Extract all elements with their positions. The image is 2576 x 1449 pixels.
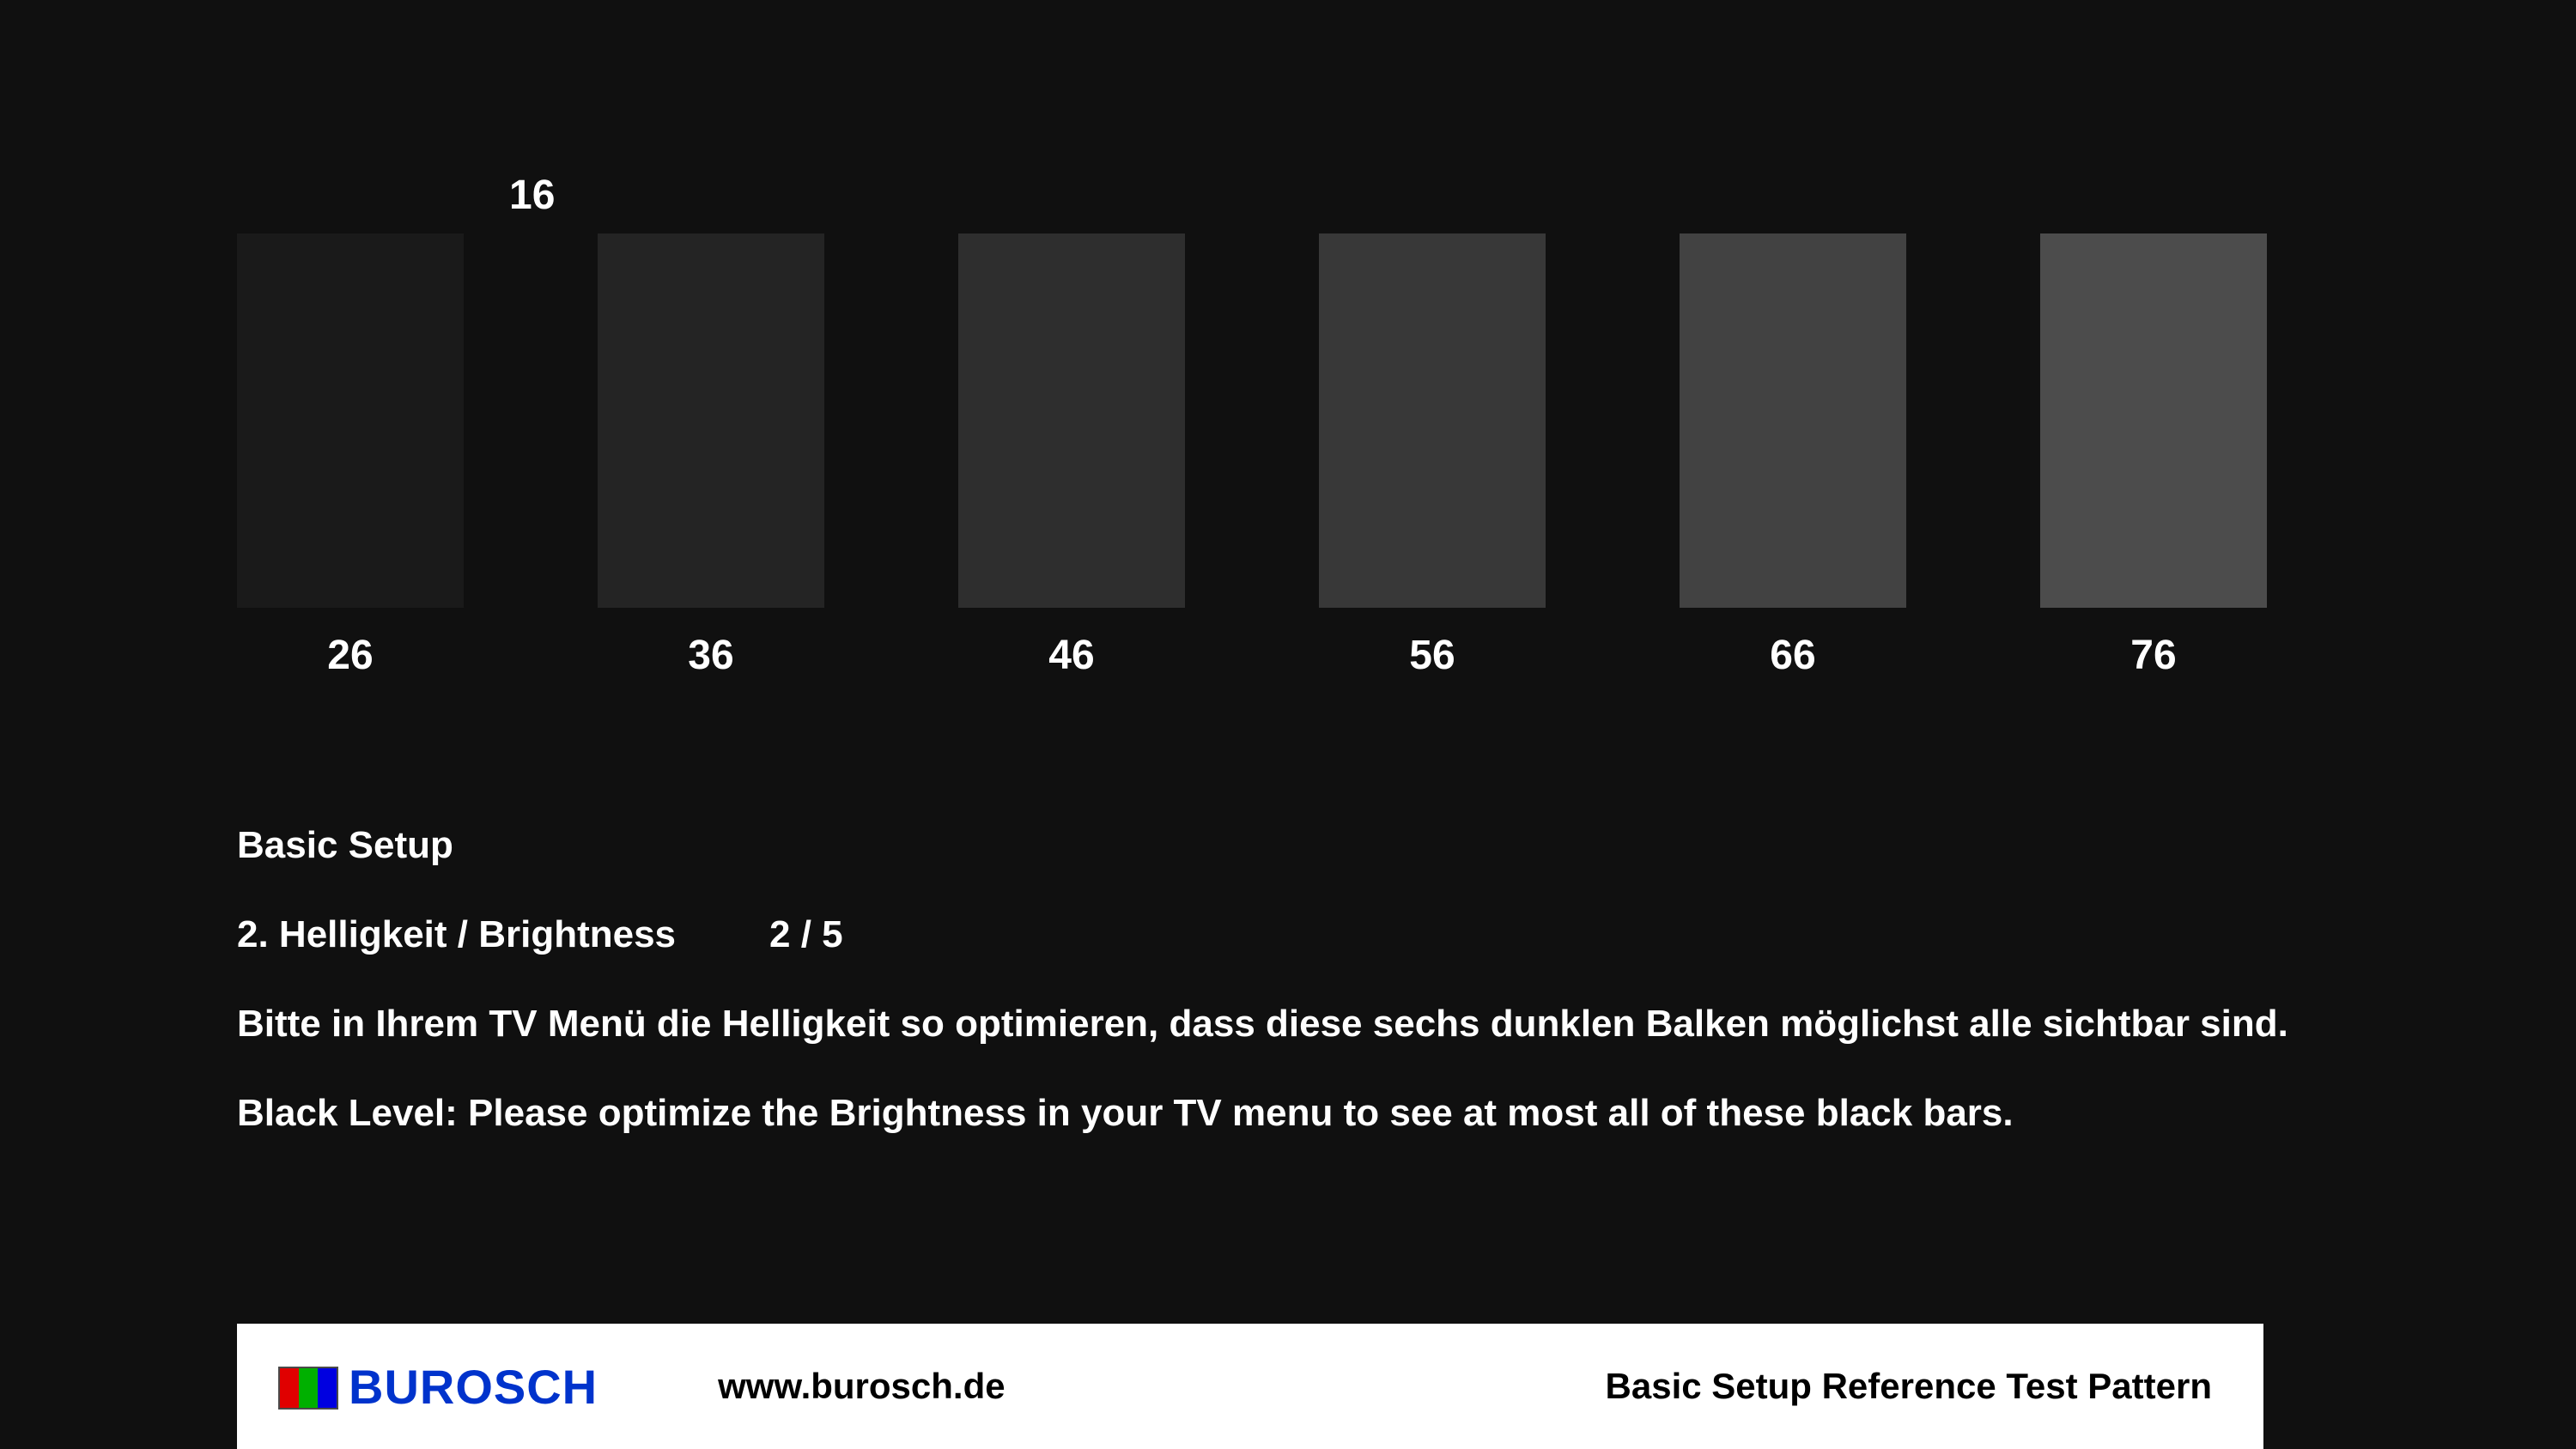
- bar-label: 36: [688, 632, 733, 679]
- grayscale-bar-56: [1319, 233, 1546, 608]
- instruction-german: Bitte in Ihrem TV Menü die Helligkeit so…: [237, 1003, 2288, 1046]
- subtitle-row: 2. Helligkeit / Brightness 2 / 5: [237, 913, 843, 956]
- bar-label: 66: [1770, 632, 1815, 679]
- bar-item: 76: [2040, 233, 2267, 679]
- brand-name: BUROSCH: [349, 1359, 598, 1415]
- page-counter: 2 / 5: [769, 913, 843, 956]
- tv-icon-red-bar: [280, 1368, 299, 1408]
- grayscale-bar-36: [598, 233, 824, 608]
- grayscale-bar-66: [1680, 233, 1906, 608]
- bar-item: 56: [1319, 233, 1546, 679]
- title-text: Basic Setup: [237, 824, 453, 867]
- tv-icon-blue-bar: [318, 1368, 337, 1408]
- bar-item: 36: [598, 233, 824, 679]
- grayscale-bars-row: 26 36 46 56 66 76: [237, 233, 2267, 679]
- grayscale-bar-76: [2040, 233, 2267, 608]
- bar-item: 46: [958, 233, 1185, 679]
- bar-item: 66: [1680, 233, 1906, 679]
- bar-item: 26: [237, 233, 464, 679]
- bar-label: 76: [2130, 632, 2176, 679]
- tv-icon-green-bar: [299, 1368, 318, 1408]
- grayscale-bar-46: [958, 233, 1185, 608]
- bar-label: 46: [1048, 632, 1094, 679]
- brand-url: www.burosch.de: [718, 1366, 1005, 1407]
- instruction-english: Black Level: Please optimize the Brightn…: [237, 1092, 2014, 1135]
- grayscale-bar-26: [237, 233, 464, 608]
- bar-label: 56: [1409, 632, 1455, 679]
- tv-icon: [278, 1367, 338, 1410]
- bar-label: 26: [327, 632, 373, 679]
- background-level-label: 16: [509, 172, 555, 219]
- subtitle-text: 2. Helligkeit / Brightness: [237, 913, 769, 956]
- brand-logo-group: BUROSCH: [278, 1359, 598, 1415]
- footer-bar: BUROSCH www.burosch.de Basic Setup Refer…: [237, 1324, 2263, 1449]
- footer-tagline: Basic Setup Reference Test Pattern: [1606, 1366, 2212, 1407]
